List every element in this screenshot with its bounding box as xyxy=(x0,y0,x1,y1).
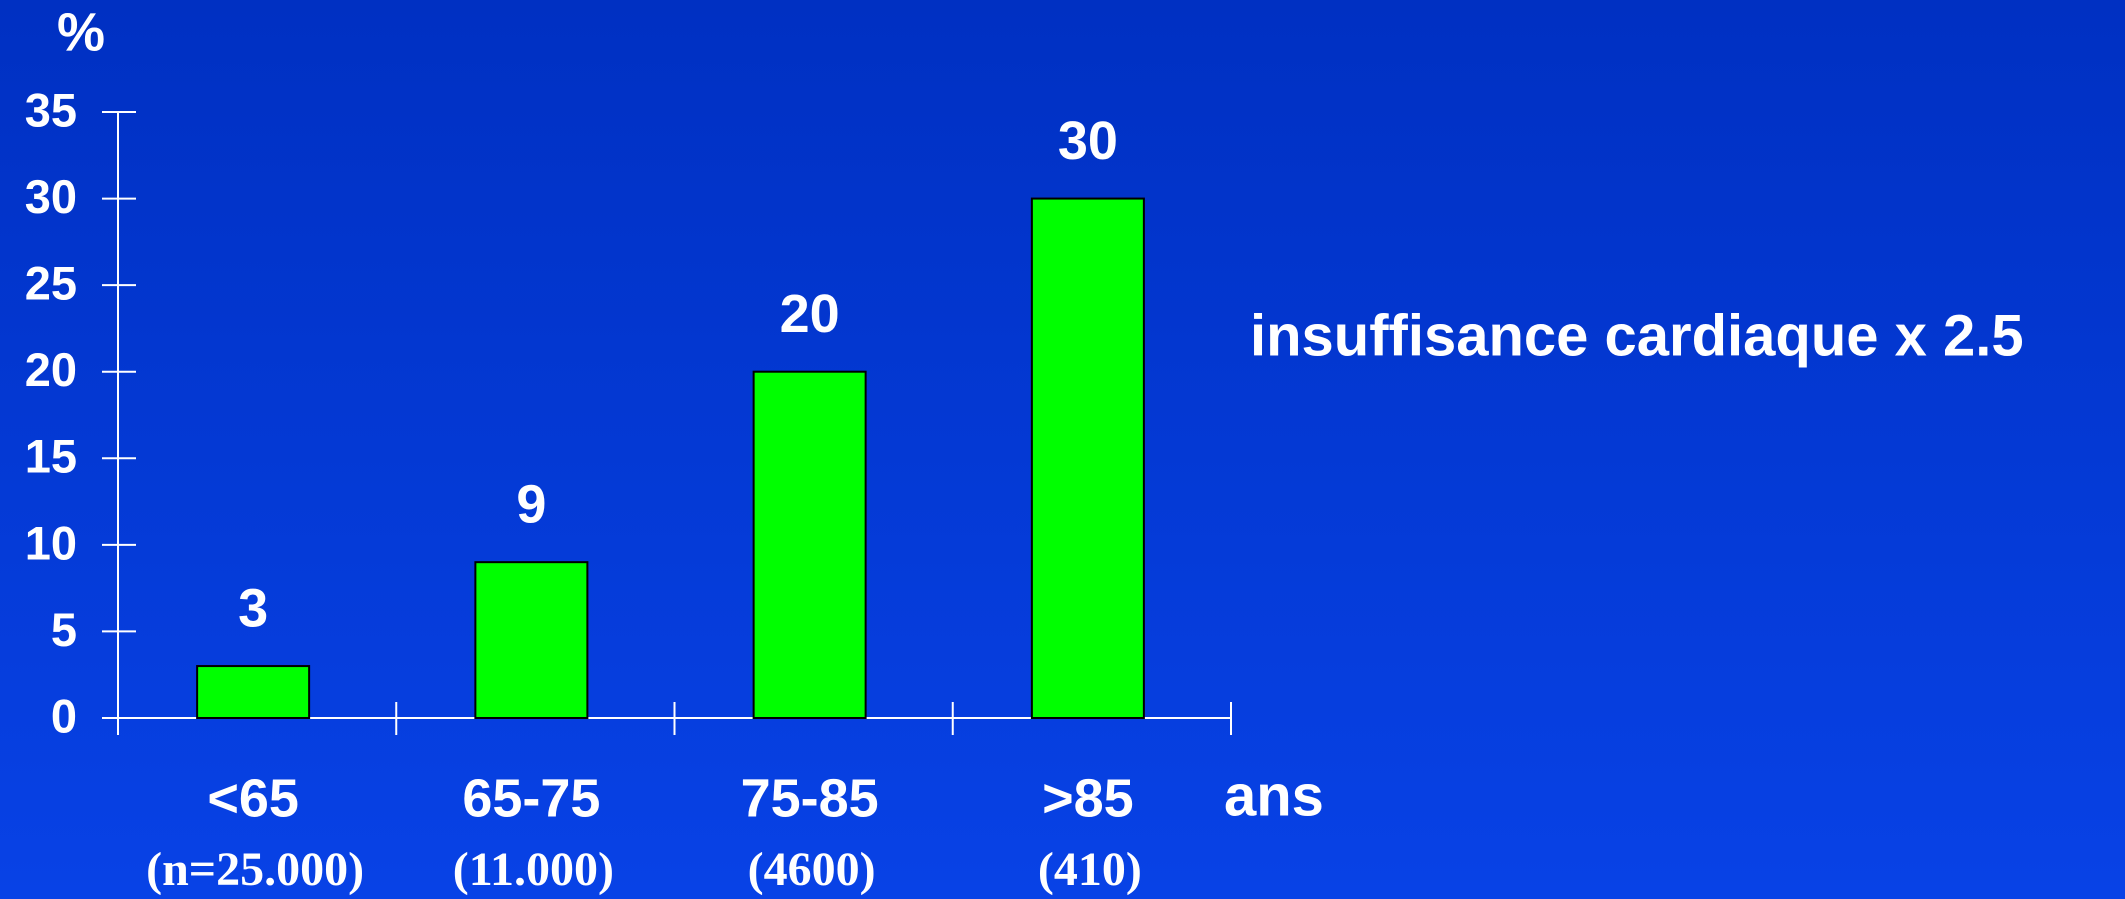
x-tick-sublabel: (11.000) xyxy=(453,843,614,896)
x-tick-sublabel: (n=25.000) xyxy=(146,843,364,896)
bar xyxy=(196,665,311,719)
y-tick-label: 5 xyxy=(51,603,77,656)
y-tick-label: 0 xyxy=(51,689,77,742)
value-label: 9 xyxy=(516,474,546,534)
y-tick-label: 15 xyxy=(25,430,77,483)
y-tick-label: 30 xyxy=(25,170,77,223)
value-label: 20 xyxy=(780,284,840,344)
x-tick-label: 65-75 xyxy=(462,768,600,828)
x-tick-label: <65 xyxy=(207,768,299,828)
bar xyxy=(474,561,589,720)
x-tick-sublabel: (4600) xyxy=(748,843,876,896)
x-tick-label: 75-85 xyxy=(741,768,879,828)
bar xyxy=(752,370,867,719)
y-tick-label: 25 xyxy=(25,257,77,310)
value-label: 30 xyxy=(1058,111,1118,171)
y-axis-label: % xyxy=(57,2,105,62)
y-tick-label: 20 xyxy=(25,343,77,396)
y-tick-label: 10 xyxy=(25,516,77,569)
bar xyxy=(1030,197,1145,720)
value-label: 3 xyxy=(238,578,268,638)
x-tick-label: >85 xyxy=(1042,768,1134,828)
x-axis-label: ans xyxy=(1224,763,1324,828)
annotation: insuffisance cardiaque x 2.5 xyxy=(1250,303,2024,368)
x-tick-sublabel: (410) xyxy=(1038,843,1142,896)
y-tick-label: 35 xyxy=(25,83,77,136)
